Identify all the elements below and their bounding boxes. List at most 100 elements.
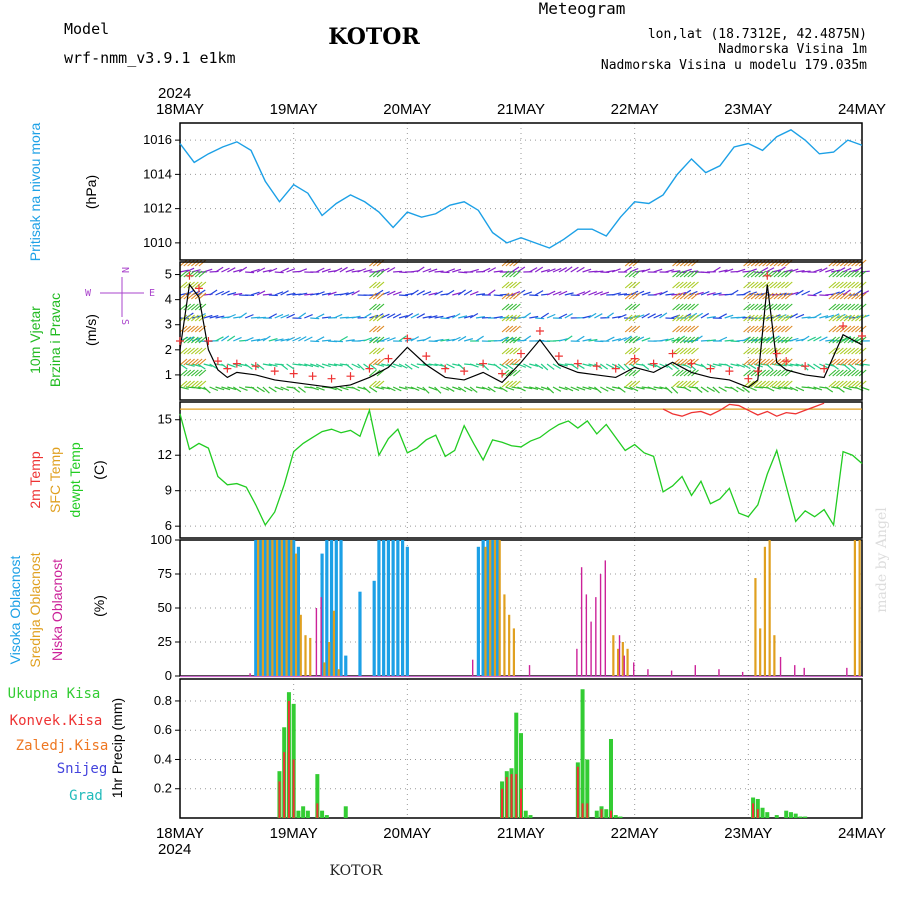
- wind-barb: [848, 363, 857, 371]
- wind-barb: [393, 270, 403, 273]
- wind-barb: [828, 292, 837, 300]
- wind-barb: [659, 363, 669, 368]
- wind-barb: [632, 325, 641, 333]
- wind-barb: [513, 281, 521, 289]
- wind-barb: [227, 267, 236, 273]
- wind-barb: [612, 338, 622, 342]
- wind-barb: [552, 291, 562, 296]
- wind-gust-marker: [858, 332, 866, 341]
- wind-barb: [381, 267, 390, 273]
- wind-barb: [769, 303, 778, 311]
- wind-barb: [784, 303, 793, 311]
- wind-barb: [428, 268, 438, 273]
- cloud-bar: [670, 670, 673, 676]
- wind-barb: [588, 386, 598, 391]
- wind-barb: [683, 281, 692, 289]
- wind-barb: [191, 325, 199, 333]
- wind-gust-marker: [763, 271, 772, 280]
- precip-bar: [756, 809, 759, 818]
- wind-barb: [836, 380, 844, 388]
- wind-barb: [773, 259, 782, 267]
- wind-barb: [194, 259, 203, 267]
- wind-barb: [416, 290, 425, 296]
- wind-barb: [724, 268, 734, 273]
- wind-barb: [183, 347, 192, 355]
- wind-barb: [481, 267, 491, 273]
- wind-barb: [315, 291, 325, 296]
- wind-gust-marker: [441, 364, 450, 373]
- wind-barb: [623, 363, 631, 371]
- wind-barb: [434, 386, 442, 394]
- wind-barb: [227, 313, 236, 319]
- wind-barb: [197, 386, 207, 391]
- wind-barb: [376, 292, 385, 300]
- wind-barb: [777, 386, 787, 390]
- wind-axis-subtitle: Brzina i Pravac: [47, 293, 63, 387]
- wind-barb: [434, 315, 444, 319]
- wind-barb: [529, 386, 539, 390]
- wind-barb: [851, 303, 859, 311]
- wind-barb: [339, 386, 349, 391]
- wind-barb: [227, 335, 236, 342]
- wind-barb: [617, 337, 627, 342]
- wind-barb: [754, 325, 763, 333]
- cloud-bar: [599, 574, 602, 676]
- precip-bar: [292, 759, 295, 818]
- precip-legend-item: Ukupna Kisa: [8, 686, 101, 702]
- wind-barb: [540, 386, 550, 391]
- wind-barb: [773, 369, 782, 377]
- wind-barb: [743, 303, 751, 311]
- wind-barb: [304, 363, 314, 368]
- wind-barb: [687, 281, 696, 289]
- cloud-bar: [325, 540, 329, 676]
- wind-barb: [632, 380, 641, 388]
- wind-barb: [747, 358, 755, 366]
- wind-barb: [754, 270, 763, 278]
- wind-barb: [509, 314, 517, 322]
- wind-barb: [843, 281, 852, 289]
- wind-barb: [807, 386, 817, 390]
- wind-barb: [475, 316, 485, 319]
- wind-barb: [274, 386, 284, 391]
- wind-barb: [280, 363, 289, 371]
- wind-barb: [743, 292, 751, 300]
- wind-barb: [679, 336, 688, 344]
- wind-barb: [762, 303, 770, 311]
- wind-barb: [647, 363, 657, 368]
- wind-barb: [369, 314, 377, 322]
- wind-barb: [781, 336, 789, 344]
- wind-barb: [322, 339, 332, 342]
- wind-barb: [381, 337, 390, 342]
- wind-barb: [683, 325, 692, 333]
- wind-barb: [683, 336, 692, 344]
- wind-barb: [274, 271, 284, 274]
- x-tick-label-top: 23MAY: [724, 101, 772, 118]
- wind-barb: [315, 363, 325, 369]
- cloud-bar: [493, 540, 497, 676]
- wind-barb: [256, 386, 265, 393]
- wind-barb: [839, 369, 848, 377]
- cloud-bar: [763, 546, 767, 676]
- wind-barb: [839, 336, 848, 344]
- station-title: KOTOR: [328, 24, 420, 50]
- wind-barb: [310, 340, 320, 343]
- wind-barb: [268, 313, 278, 319]
- wind-barb: [777, 380, 786, 388]
- cloud-bar: [754, 578, 757, 676]
- wind-barb: [369, 281, 377, 289]
- cloud-bar: [280, 540, 283, 676]
- wind-barb: [647, 313, 656, 319]
- wind-barb: [672, 270, 680, 278]
- precip-bar: [283, 752, 286, 818]
- wind-barb: [369, 358, 377, 366]
- cloud-bar: [503, 594, 506, 676]
- wind-barb: [410, 336, 420, 342]
- wind-barb: [718, 336, 728, 342]
- wind-barb: [691, 380, 699, 388]
- wind-barb: [623, 266, 632, 273]
- wind-barb: [635, 269, 645, 273]
- x-tick-label-bottom: 24MAY: [838, 825, 886, 842]
- wind-barb: [594, 386, 602, 394]
- wind-barb: [777, 314, 786, 322]
- wind-barb: [304, 314, 313, 319]
